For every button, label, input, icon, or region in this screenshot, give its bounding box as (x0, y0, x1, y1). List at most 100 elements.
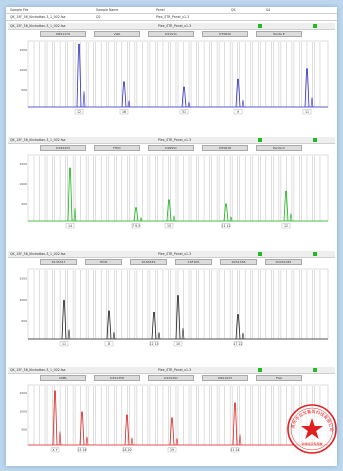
allele-call-label: 12 13 (149, 342, 158, 346)
allele-call-box (65, 223, 75, 229)
panel-file-name: QK_15F_56_Kindsdtan-3_1_002.fsa (10, 138, 66, 142)
electropherogram-panel-green: QK_15F_56_Kindsdtan-3_1_002.fsa Plex_STR_… (8, 137, 335, 241)
allele-call-label: 16 (122, 110, 126, 114)
allele-call-label: 17 22 (233, 342, 242, 346)
y-tick-label: 1500 (19, 48, 27, 52)
header-cell: Sample File (10, 8, 29, 12)
allele-call-box (74, 109, 84, 115)
electropherogram-panel-black: QK_15F_56_Kindsdtan-3_1_002.fsa Plex_STR_… (8, 251, 335, 359)
stutter-peak (85, 436, 89, 446)
marker-label[interactable]: vWA (94, 31, 140, 37)
allele-call-box (104, 341, 114, 347)
marker-label[interactable]: D19S433 (40, 145, 86, 151)
quality-indicator (313, 138, 317, 142)
allele-call-box (230, 447, 240, 453)
panel-title-bar: QK_15F_56_Kindsdtan-3_1_002.fsa Plex_STR_… (8, 251, 335, 258)
marker-label[interactable]: D3S1358 (94, 375, 140, 381)
y-tick-label: 1500 (19, 277, 27, 281)
allele-peak (232, 402, 238, 446)
allele-peak (235, 78, 241, 108)
electropherogram-chart: 1500 1000 500 11 8 12 13 10 17 22 (19, 268, 329, 347)
marker-label[interactable]: TPOX (85, 259, 122, 265)
marker-label[interactable]: AMEL (40, 375, 86, 381)
allele-peak (61, 300, 67, 340)
report-header: Sample File Sample Name Panel QS S4 QK_1… (6, 7, 337, 29)
allele-call-box (119, 109, 129, 115)
allele-call-label: 12 (284, 224, 288, 228)
y-tick-label: 1000 (19, 68, 27, 72)
allele-call-label: 15 16 (77, 448, 86, 452)
quality-indicator (258, 24, 262, 28)
seal-subtext: 亲缘鉴定专用章 (301, 441, 322, 446)
allele-peak (304, 68, 310, 108)
allele-call-label: 18 20 (122, 448, 131, 452)
header-cell: QS (231, 8, 236, 12)
allele-call-label: 15 (167, 224, 171, 228)
allele-call-box (50, 447, 60, 453)
allele-peak (79, 411, 85, 446)
marker-label[interactable]: D16S539 (130, 259, 167, 265)
marker-label[interactable]: D8S1179 (40, 31, 86, 37)
marker-label[interactable]: D7S820 (202, 31, 248, 37)
panel-file-name: QK_15F_56_Kindsdtan-3_1_002.fsa (10, 24, 66, 28)
allele-peak (175, 295, 181, 340)
y-tick-label: 1000 (19, 182, 27, 186)
allele-peak (283, 190, 289, 222)
marker-label[interactable]: D18S51 (148, 145, 194, 151)
header-cell: S4 (266, 8, 271, 12)
marker-label[interactable]: CSF1PO (175, 259, 212, 265)
allele-peak (133, 207, 139, 222)
stutter-peak (172, 215, 176, 222)
quality-indicator (313, 24, 317, 28)
marker-label[interactable]: D6S1043 (202, 375, 248, 381)
marker-label[interactable]: D21S11 (148, 31, 194, 37)
stutter-peak (229, 216, 233, 222)
stutter-peak (241, 100, 245, 108)
stutter-peak (112, 331, 116, 340)
allele-call-label: 19 (170, 448, 174, 452)
stutter-peak (310, 97, 314, 108)
stutter-peak (187, 101, 191, 108)
allele-peak (166, 199, 172, 222)
allele-call-box (149, 341, 159, 347)
stutter-peak (181, 328, 185, 340)
stutter-peak (241, 332, 245, 340)
marker-label[interactable]: FGA (256, 375, 302, 381)
header-cell: Plex_STR_Panel_v1.3 (156, 15, 190, 19)
panel-kit-name: Plex_STR_Panel_v1.3 (158, 252, 192, 256)
marker-bins: D13S317 TPOX D16S539 CSF1PO D2S1338 D22S1045 (38, 259, 308, 265)
stutter-peak (82, 91, 86, 108)
marker-label[interactable]: D5S818 (202, 145, 248, 151)
allele-call-box (221, 223, 231, 229)
marker-label[interactable]: D13S317 (40, 259, 77, 265)
stutter-peak (73, 207, 77, 222)
electropherogram-panel-blue: QK_15F_56_Kindsdtan-3_1_002.fsa Plex_STR_… (8, 23, 335, 127)
marker-label[interactable]: Penta D (256, 145, 302, 151)
y-tick-label: 500 (21, 88, 27, 92)
marker-bins: AMEL D3S1358 D12S391 D6S1043 FGA (38, 375, 308, 381)
y-tick-label: 1500 (19, 391, 27, 395)
stutter-peak (175, 438, 179, 446)
allele-call-label: 11 (305, 110, 309, 114)
panel-kit-name: Plex_STR_Panel_v1.3 (158, 368, 192, 372)
allele-peak (235, 314, 241, 340)
allele-call-box (173, 341, 183, 347)
report-sheet: Sample File Sample Name Panel QS S4 QK_1… (6, 7, 337, 466)
marker-label[interactable]: D2S1338 (220, 259, 257, 265)
header-row-1: Sample File Sample Name Panel QS S4 (6, 7, 337, 14)
panel-title-bar: QK_15F_56_Kindsdtan-3_1_002.fsa Plex_STR_… (8, 137, 335, 144)
panel-file-name: QK_15F_56_Kindsdtan-3_1_002.fsa (10, 252, 66, 256)
allele-call-label: 31 (182, 110, 186, 114)
allele-call-label: 14 (68, 224, 72, 228)
marker-label[interactable]: Penta E (256, 31, 302, 37)
allele-call-box (281, 223, 291, 229)
allele-call-box (302, 109, 312, 115)
allele-call-box (179, 109, 189, 115)
marker-label[interactable]: D22S1045 (265, 259, 302, 265)
header-cell: Q2 (96, 15, 101, 19)
stutter-peak (127, 100, 131, 108)
allele-peak (151, 312, 157, 340)
panel-file-name: QK_15F_56_Kindsdtan-3_1_002.fsa (10, 368, 66, 372)
marker-label[interactable]: D12S391 (148, 375, 194, 381)
marker-label[interactable]: TH01 (94, 145, 140, 151)
